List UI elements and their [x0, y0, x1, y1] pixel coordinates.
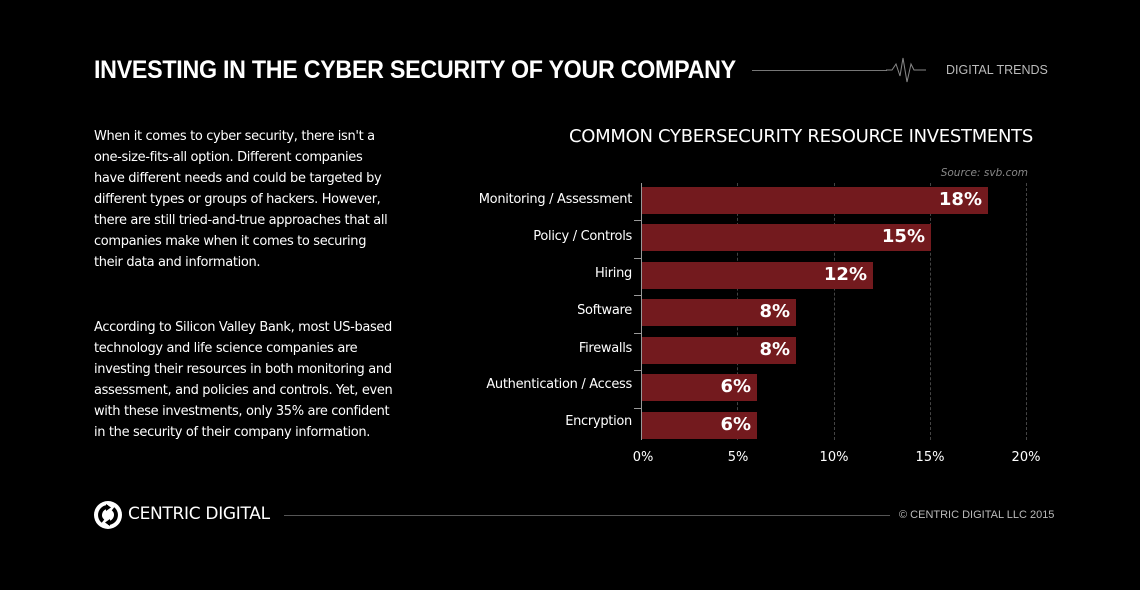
- bar-value: 12%: [823, 264, 867, 285]
- bar-value: 8%: [759, 339, 790, 360]
- y-tick: [634, 333, 641, 334]
- category-label: Firewalls: [578, 341, 632, 356]
- x-tick-label: 20%: [1011, 450, 1041, 465]
- heartbeat-line-icon: [886, 57, 926, 83]
- bar-authentication-access: 6%: [642, 374, 757, 401]
- y-tick: [634, 295, 641, 296]
- bar-software: 8%: [642, 299, 796, 326]
- chart-source: Source: svb.com: [940, 167, 1028, 179]
- category-label: Hiring: [594, 266, 632, 281]
- brand-name: CENTRIC DIGITAL: [128, 504, 270, 524]
- bar-encryption: 6%: [642, 412, 757, 439]
- intro-paragraph-2: According to Silicon Valley Bank, most U…: [94, 320, 393, 440]
- centric-digital-logo-icon: [94, 501, 122, 529]
- bar-value: 18%: [938, 189, 982, 210]
- header-divider: [752, 70, 887, 71]
- x-tick-label: 5%: [727, 450, 749, 465]
- y-tick: [634, 220, 641, 221]
- bar-value: 8%: [759, 301, 790, 322]
- y-tick: [634, 258, 641, 259]
- bar-value: 15%: [881, 226, 925, 247]
- footer-divider: [284, 515, 890, 516]
- category-label: Encryption: [565, 414, 632, 429]
- x-tick-label: 10%: [819, 450, 849, 465]
- bar-value: 6%: [720, 376, 751, 397]
- category-label: Authentication / Access: [486, 377, 632, 392]
- page-title: INVESTING IN THE CYBER SECURITY OF YOUR …: [94, 56, 736, 84]
- gridline-15: [930, 183, 931, 440]
- bar-hiring: 12%: [642, 262, 873, 289]
- y-axis: [641, 183, 642, 440]
- gridline-20: [1026, 183, 1027, 440]
- copyright: © CENTRIC DIGITAL LLC 2015: [899, 509, 1055, 521]
- bar-firewalls: 8%: [642, 337, 796, 364]
- x-tick-label: 0%: [632, 450, 654, 465]
- x-tick-label: 15%: [915, 450, 945, 465]
- category-label: Software: [577, 303, 632, 318]
- bar-monitoring-assessment: 18%: [642, 187, 988, 214]
- y-tick: [634, 370, 641, 371]
- chart-title: COMMON CYBERSECURITY RESOURCE INVESTMENT…: [569, 126, 1033, 147]
- bar-chart: 18% 15% 12% 8% 8% 6% 6%: [634, 183, 1027, 440]
- bar-policy-controls: 15%: [642, 224, 931, 251]
- header-tag: DIGITAL TRENDS: [946, 63, 1048, 77]
- y-tick: [634, 408, 641, 409]
- intro-paragraph-1: When it comes to cyber security, there i…: [94, 129, 388, 270]
- gridline-10: [834, 183, 835, 440]
- bar-value: 6%: [720, 414, 751, 435]
- category-label: Policy / Controls: [533, 229, 632, 244]
- category-label: Monitoring / Assessment: [478, 192, 633, 207]
